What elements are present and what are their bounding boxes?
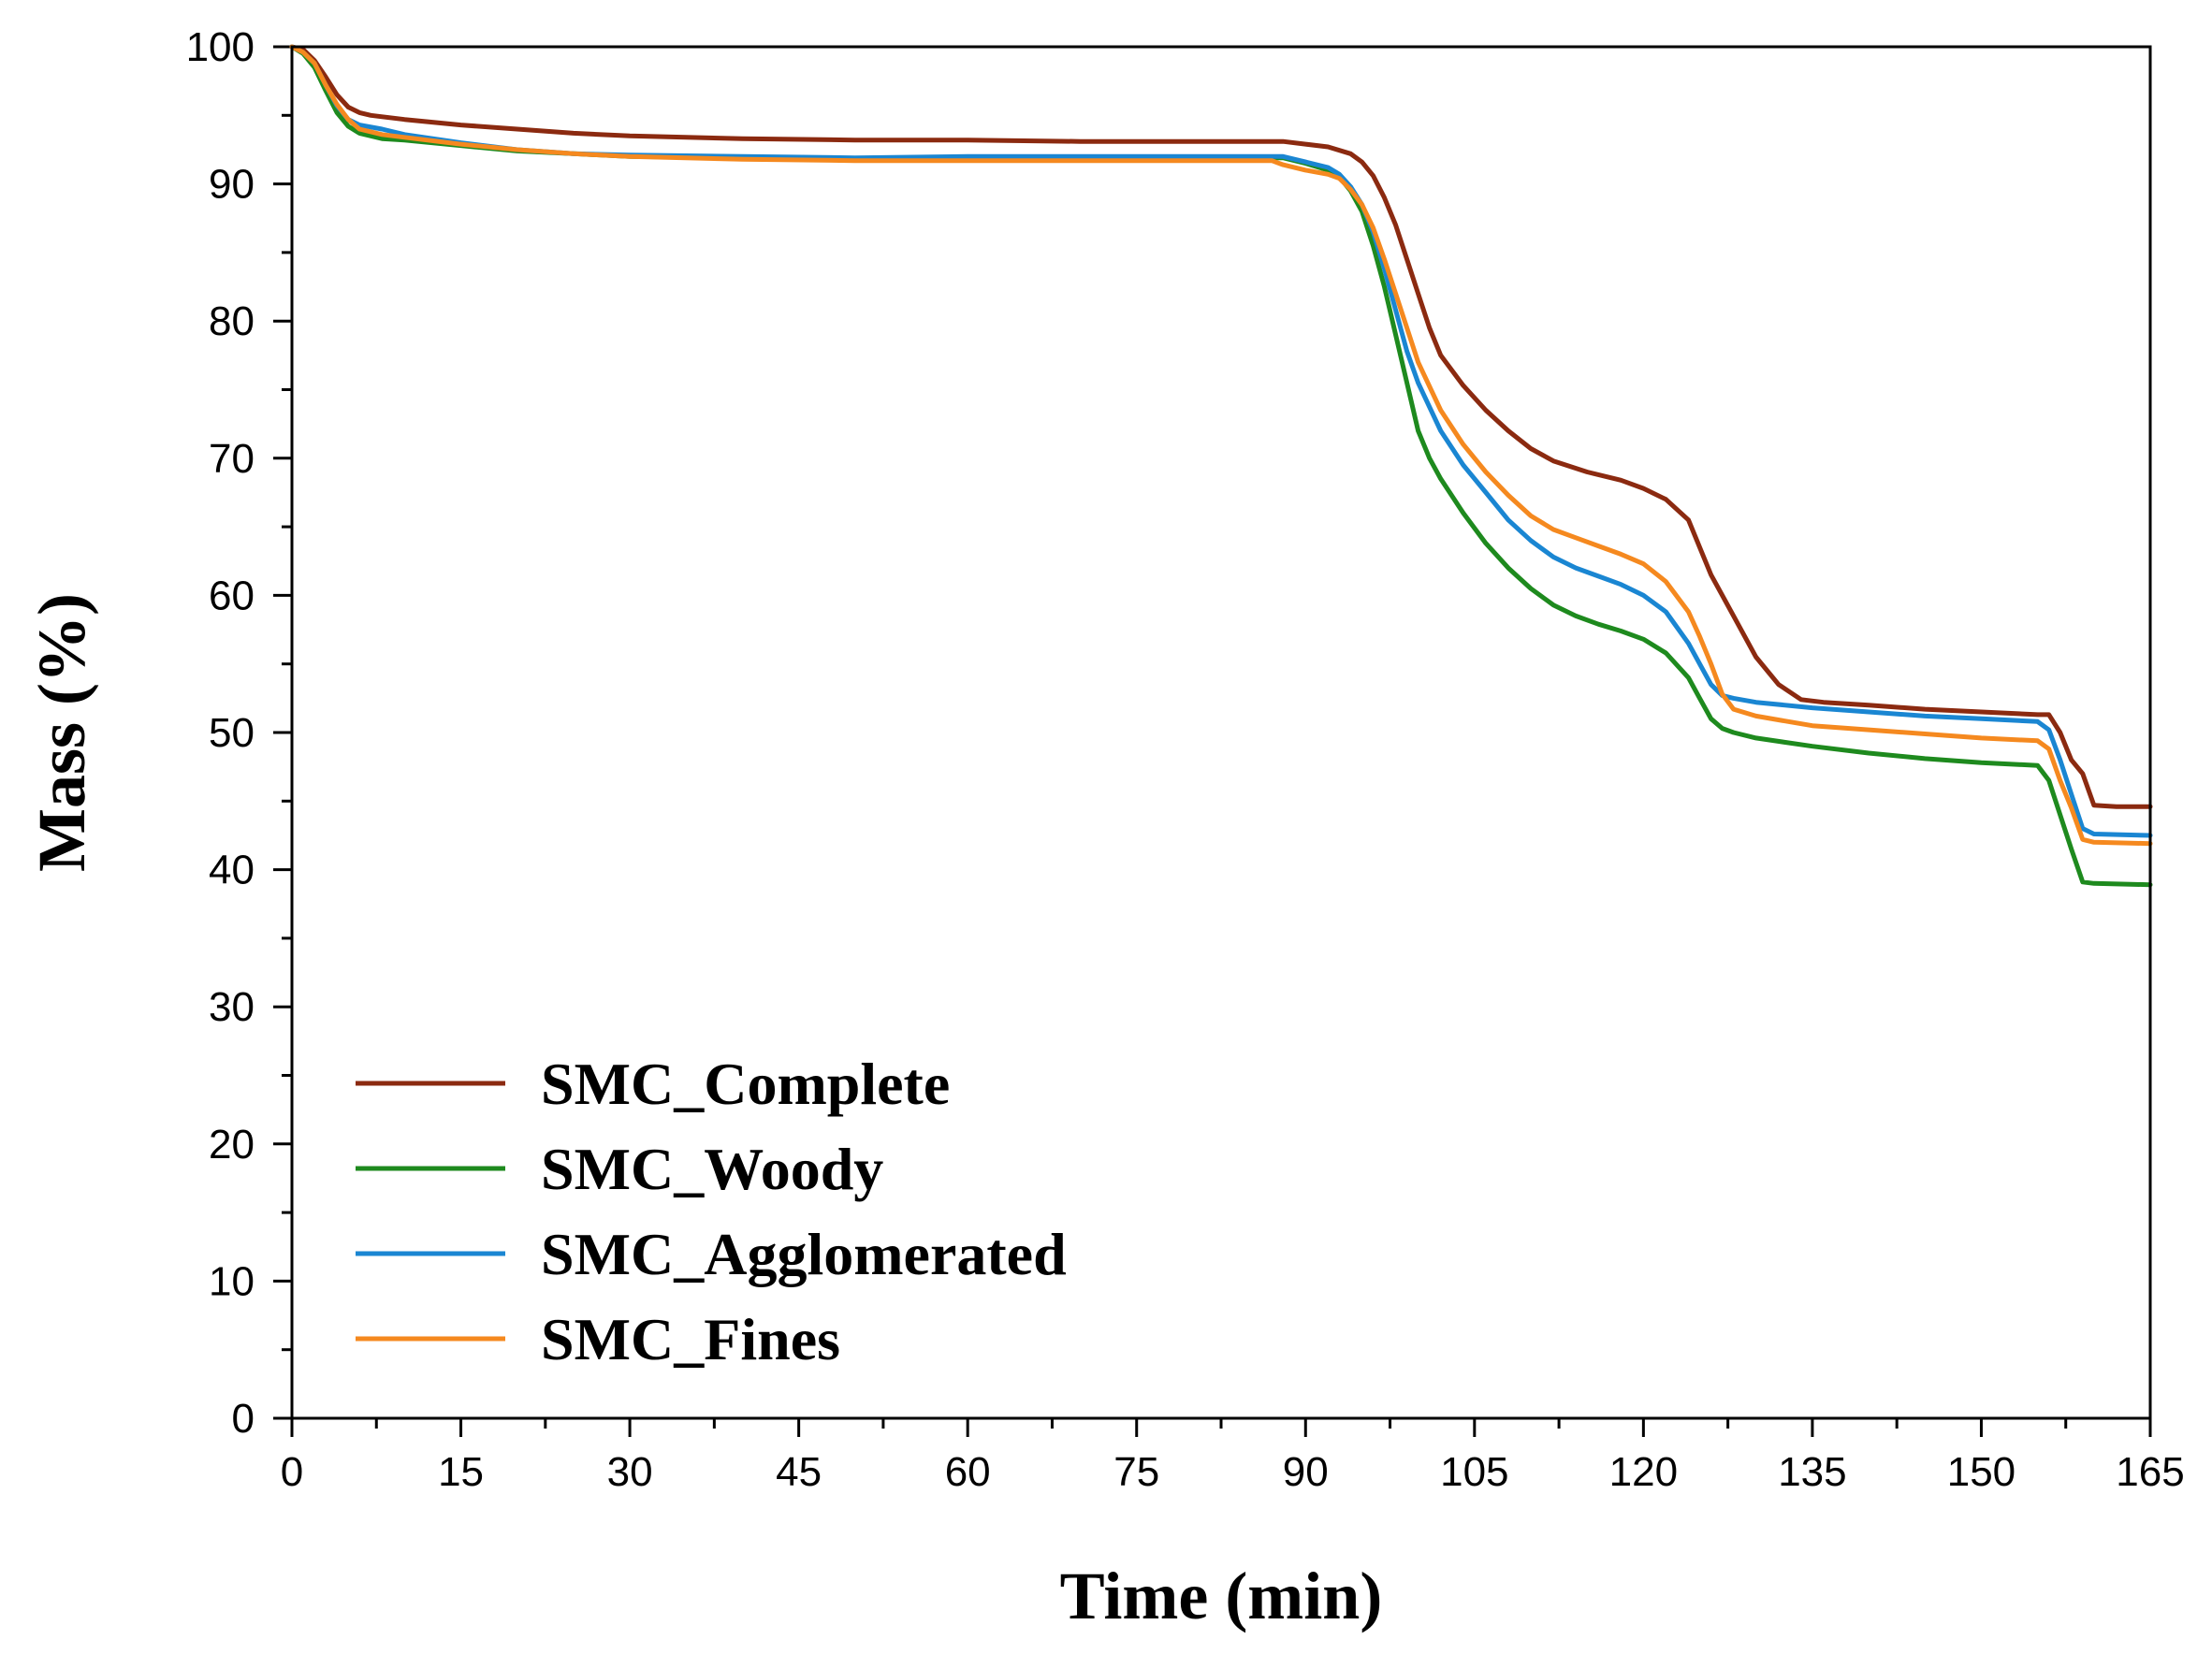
series-line-smc-complete — [289, 44, 2153, 809]
plot-frame — [290, 45, 2152, 1420]
legend: SMC_Complete SMC_Woody SMC_Agglomerated SMC… — [356, 1051, 1067, 1372]
x-tick-label: 75 — [1113, 1449, 1159, 1495]
y-axis-title: Mass (%) — [24, 593, 99, 872]
legend-label-smc-agglomerated: SMC_Agglomerated — [541, 1221, 1067, 1287]
x-tick-label: 120 — [1609, 1449, 1678, 1495]
y-tick-label: 20 — [209, 1122, 255, 1168]
y-tick-label: 70 — [209, 436, 255, 482]
series-line-smc-fines — [289, 44, 2153, 847]
x-tick-label: 90 — [1283, 1449, 1329, 1495]
y-tick-label: 100 — [186, 24, 255, 70]
x-axis-title: Time (min) — [1060, 1559, 1383, 1633]
x-tick-label: 45 — [776, 1449, 822, 1495]
x-tick-label: 165 — [2116, 1449, 2184, 1495]
x-tick-label: 15 — [438, 1449, 484, 1495]
y-tick-label: 0 — [232, 1396, 255, 1442]
y-tick-label: 30 — [209, 984, 255, 1030]
legend-label-smc-woody: SMC_Woody — [541, 1136, 883, 1202]
series-layer — [289, 44, 2153, 888]
x-tick-label: 0 — [281, 1449, 303, 1495]
x-tick-label: 105 — [1440, 1449, 1508, 1495]
ticks-layer: 0 15 30 45 60 75 90 105 120 135 150 165 0 10 20 30 40 50 6… — [186, 24, 2185, 1495]
x-tick-label: 60 — [945, 1449, 991, 1495]
y-tick-label: 50 — [209, 710, 255, 756]
y-tick-label: 10 — [209, 1258, 255, 1304]
y-tick-label: 40 — [209, 848, 255, 893]
x-tick-label: 150 — [1947, 1449, 2016, 1495]
legend-label-smc-complete: SMC_Complete — [541, 1051, 950, 1117]
y-tick-label: 90 — [209, 162, 255, 208]
legend-label-smc-fines: SMC_Fines — [541, 1306, 840, 1372]
y-tick-label: 80 — [209, 298, 255, 344]
x-tick-label: 30 — [607, 1449, 653, 1495]
x-tick-label: 135 — [1778, 1449, 1846, 1495]
y-tick-label: 60 — [209, 573, 255, 618]
